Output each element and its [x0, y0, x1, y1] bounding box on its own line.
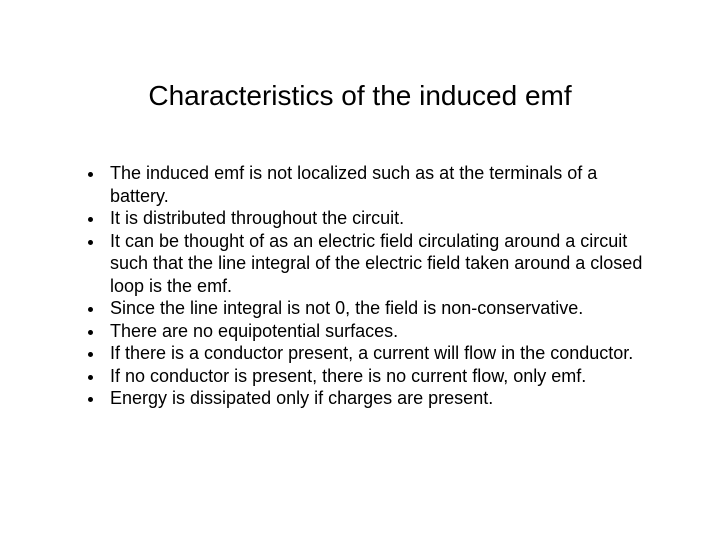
- bullet-list: The induced emf is not localized such as…: [60, 162, 660, 410]
- list-item: The induced emf is not localized such as…: [105, 162, 660, 207]
- slide: Characteristics of the induced emf The i…: [0, 0, 720, 540]
- list-item: It is distributed throughout the circuit…: [105, 207, 660, 230]
- list-item: If no conductor is present, there is no …: [105, 365, 660, 388]
- list-item: It can be thought of as an electric fiel…: [105, 230, 660, 298]
- list-item: Energy is dissipated only if charges are…: [105, 387, 660, 410]
- list-item: Since the line integral is not 0, the fi…: [105, 297, 660, 320]
- slide-title: Characteristics of the induced emf: [60, 80, 660, 112]
- list-item: There are no equipotential surfaces.: [105, 320, 660, 343]
- list-item: If there is a conductor present, a curre…: [105, 342, 660, 365]
